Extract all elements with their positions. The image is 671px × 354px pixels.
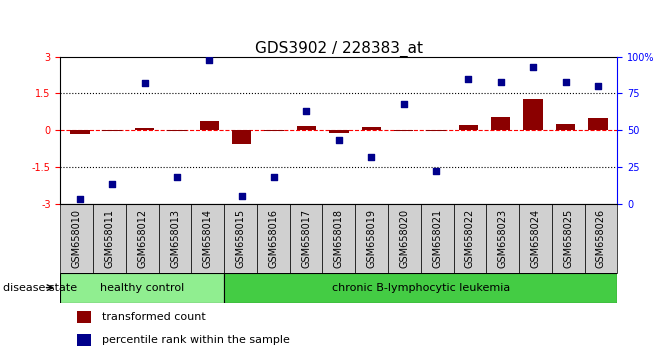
Text: GSM658022: GSM658022 bbox=[465, 209, 475, 268]
FancyBboxPatch shape bbox=[191, 204, 224, 273]
Point bbox=[592, 83, 603, 89]
Bar bbox=[426, 130, 446, 131]
Text: GSM658016: GSM658016 bbox=[268, 209, 278, 268]
Point bbox=[463, 76, 474, 81]
Point bbox=[107, 182, 117, 187]
Bar bbox=[103, 130, 122, 131]
Text: GSM658012: GSM658012 bbox=[138, 209, 148, 268]
Bar bbox=[556, 124, 575, 130]
Text: GSM658015: GSM658015 bbox=[236, 209, 246, 268]
Point bbox=[560, 79, 571, 85]
Point bbox=[268, 174, 279, 180]
Text: chronic B-lymphocytic leukemia: chronic B-lymphocytic leukemia bbox=[331, 282, 510, 293]
Text: disease state: disease state bbox=[3, 282, 77, 293]
FancyBboxPatch shape bbox=[257, 204, 290, 273]
Bar bbox=[491, 118, 511, 130]
FancyBboxPatch shape bbox=[519, 204, 552, 273]
Text: GSM658010: GSM658010 bbox=[72, 209, 82, 268]
Bar bbox=[77, 312, 91, 323]
Bar bbox=[329, 130, 348, 133]
Point bbox=[431, 169, 442, 174]
FancyBboxPatch shape bbox=[93, 204, 126, 273]
FancyBboxPatch shape bbox=[290, 204, 323, 273]
Text: GSM658026: GSM658026 bbox=[596, 209, 606, 268]
FancyBboxPatch shape bbox=[388, 204, 421, 273]
Bar bbox=[77, 334, 91, 346]
FancyBboxPatch shape bbox=[584, 204, 617, 273]
FancyBboxPatch shape bbox=[224, 273, 617, 303]
Bar bbox=[200, 121, 219, 130]
Point bbox=[301, 108, 312, 114]
Text: healthy control: healthy control bbox=[100, 282, 185, 293]
Point bbox=[333, 138, 344, 143]
Bar bbox=[297, 126, 316, 130]
Bar bbox=[588, 118, 608, 130]
Text: GSM658025: GSM658025 bbox=[563, 209, 573, 268]
Title: GDS3902 / 228383_at: GDS3902 / 228383_at bbox=[255, 40, 423, 57]
Text: GSM658021: GSM658021 bbox=[432, 209, 442, 268]
Bar bbox=[232, 130, 252, 144]
Point bbox=[399, 101, 409, 107]
Bar bbox=[394, 130, 413, 131]
Bar bbox=[135, 129, 154, 130]
Text: GSM658018: GSM658018 bbox=[334, 209, 344, 268]
Text: transformed count: transformed count bbox=[102, 312, 206, 322]
Bar bbox=[264, 130, 284, 131]
Bar bbox=[459, 125, 478, 130]
Point bbox=[172, 174, 183, 180]
Text: GSM658014: GSM658014 bbox=[203, 209, 213, 268]
Bar bbox=[523, 99, 543, 130]
Point bbox=[366, 154, 376, 159]
Text: GSM658013: GSM658013 bbox=[170, 209, 180, 268]
FancyBboxPatch shape bbox=[158, 204, 191, 273]
Text: GSM658023: GSM658023 bbox=[498, 209, 508, 268]
Bar bbox=[362, 127, 381, 130]
FancyBboxPatch shape bbox=[552, 204, 584, 273]
Point bbox=[495, 79, 506, 85]
Text: GSM658024: GSM658024 bbox=[530, 209, 540, 268]
Text: GSM658011: GSM658011 bbox=[105, 209, 115, 268]
FancyBboxPatch shape bbox=[60, 204, 93, 273]
Point bbox=[528, 64, 539, 70]
FancyBboxPatch shape bbox=[486, 204, 519, 273]
FancyBboxPatch shape bbox=[355, 204, 388, 273]
FancyBboxPatch shape bbox=[421, 204, 454, 273]
Point bbox=[236, 193, 247, 199]
Text: percentile rank within the sample: percentile rank within the sample bbox=[102, 335, 290, 345]
FancyBboxPatch shape bbox=[323, 204, 355, 273]
Point bbox=[139, 80, 150, 86]
Bar bbox=[70, 130, 89, 134]
Text: GSM658019: GSM658019 bbox=[366, 209, 376, 268]
Text: GSM658017: GSM658017 bbox=[301, 209, 311, 268]
FancyBboxPatch shape bbox=[60, 273, 224, 303]
Text: GSM658020: GSM658020 bbox=[399, 209, 409, 268]
Point bbox=[204, 57, 215, 62]
Bar bbox=[167, 130, 187, 131]
FancyBboxPatch shape bbox=[454, 204, 486, 273]
FancyBboxPatch shape bbox=[224, 204, 257, 273]
FancyBboxPatch shape bbox=[126, 204, 158, 273]
Point bbox=[74, 196, 85, 202]
